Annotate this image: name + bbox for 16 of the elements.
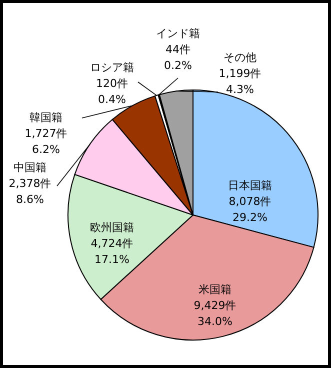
slice-label: 日本国籍 xyxy=(228,179,272,192)
legend-label: 韓国籍 xyxy=(30,111,62,124)
slice-label: 中国籍 xyxy=(14,161,46,174)
data-label: 9,429件 34.0% xyxy=(194,299,236,328)
data-label: 4,724件 17.1% xyxy=(90,237,134,266)
data-label: 8,078件 29.2% xyxy=(228,195,272,224)
slice-label: インド籍 xyxy=(156,27,200,40)
slice-label: 米国籍 xyxy=(198,283,232,296)
slice-label: ロシア籍 xyxy=(90,61,134,74)
data-label: 120件 0.4% xyxy=(96,77,128,106)
data-label: 1,199件 4.3% xyxy=(218,67,262,96)
data-label: 1,727件 6.2% xyxy=(24,127,68,156)
slice-label: その他 xyxy=(224,51,256,64)
data-label: 44件 0.2% xyxy=(164,43,192,72)
slice-label: 欧州国籍 xyxy=(90,221,134,234)
data-label: 2,378件 8.6% xyxy=(8,177,52,206)
